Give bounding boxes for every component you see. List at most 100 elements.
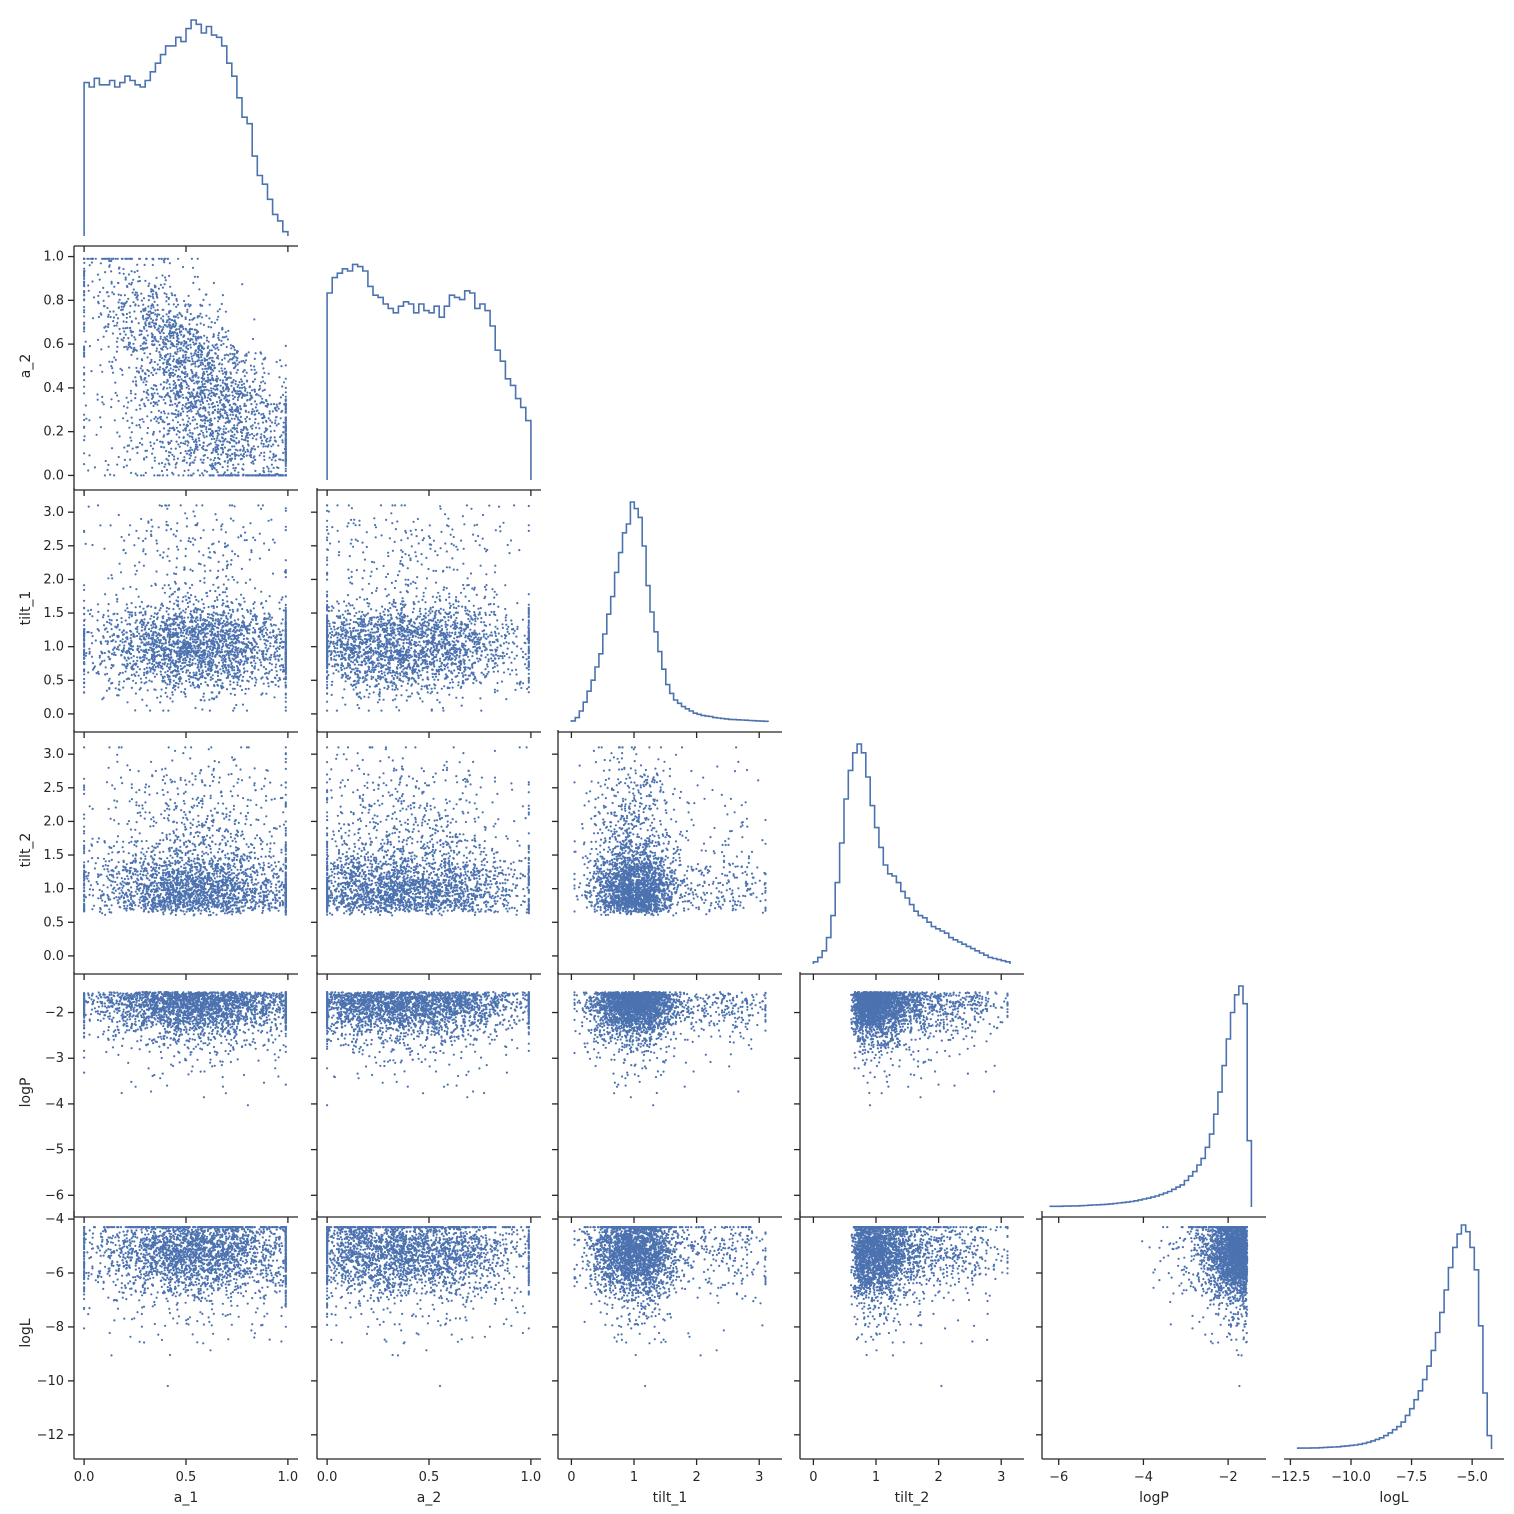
scatter-point bbox=[161, 319, 165, 322]
scatter-point bbox=[131, 447, 134, 450]
scatter-point bbox=[124, 276, 127, 279]
scatter-point bbox=[142, 314, 145, 317]
scatter-point bbox=[110, 652, 114, 656]
scatter-point bbox=[119, 367, 122, 370]
scatter-point bbox=[239, 658, 242, 662]
scatter-point bbox=[253, 587, 257, 590]
scatter-point bbox=[83, 372, 86, 375]
scatter-point bbox=[180, 314, 183, 317]
scatter-point bbox=[120, 305, 123, 308]
scatter-point bbox=[189, 474, 192, 477]
scatter-point bbox=[232, 463, 235, 466]
scatter-point bbox=[83, 686, 86, 689]
scatter-point bbox=[171, 691, 174, 694]
scatter-point bbox=[189, 684, 192, 687]
scatter-point bbox=[196, 426, 199, 429]
scatter-point bbox=[284, 603, 287, 607]
scatter-point bbox=[142, 623, 145, 627]
scatter-point bbox=[153, 675, 156, 678]
scatter-point bbox=[171, 659, 174, 662]
scatter-point bbox=[128, 327, 132, 330]
scatter-point bbox=[188, 323, 191, 326]
scatter-point bbox=[141, 635, 144, 638]
scatter-point bbox=[260, 507, 263, 510]
scatter-point bbox=[200, 356, 203, 359]
scatter-point bbox=[173, 429, 176, 432]
scatter-point bbox=[188, 333, 191, 336]
scatter-point bbox=[138, 423, 141, 427]
scatter-point bbox=[198, 670, 201, 673]
scatter-point bbox=[206, 653, 209, 656]
scatter-point bbox=[163, 653, 166, 656]
scatter-point bbox=[203, 382, 206, 385]
scatter-point bbox=[240, 383, 243, 386]
scatter-point bbox=[99, 416, 102, 419]
scatter-point bbox=[203, 357, 206, 360]
scatter-point bbox=[166, 257, 169, 260]
scatter-point bbox=[125, 312, 128, 316]
scatter-point bbox=[212, 583, 215, 586]
scatter-point bbox=[208, 652, 212, 655]
scatter-point bbox=[139, 344, 142, 347]
scatter-point bbox=[150, 397, 154, 400]
scatter-point bbox=[234, 646, 237, 649]
scatter-point bbox=[155, 542, 158, 545]
scatter-point bbox=[94, 639, 97, 642]
scatter-point bbox=[244, 426, 248, 429]
scatter-point bbox=[150, 317, 153, 320]
scatter-point bbox=[284, 395, 287, 398]
scatter-point bbox=[251, 437, 254, 440]
scatter-point bbox=[176, 522, 179, 525]
scatter-point bbox=[132, 632, 135, 635]
scatter-point bbox=[166, 325, 169, 328]
scatter-point bbox=[134, 621, 137, 624]
scatter-point bbox=[251, 631, 254, 634]
scatter-point bbox=[194, 647, 197, 650]
scatter-point bbox=[90, 261, 94, 264]
scatter-point bbox=[235, 392, 238, 395]
scatter-point bbox=[164, 276, 167, 279]
scatter-point bbox=[128, 342, 131, 345]
scatter-point bbox=[186, 308, 189, 311]
scatter-point bbox=[160, 673, 163, 676]
scatter-point bbox=[246, 670, 249, 673]
scatter-point bbox=[179, 621, 182, 624]
scatter-point bbox=[191, 663, 194, 666]
scatter-point bbox=[199, 656, 202, 660]
scatter-point bbox=[254, 426, 258, 429]
scatter-point bbox=[145, 380, 148, 383]
scatter-point bbox=[246, 380, 249, 383]
scatter-point bbox=[109, 635, 112, 638]
scatter-point bbox=[166, 353, 169, 356]
scatter-point bbox=[165, 363, 169, 366]
scatter-point bbox=[250, 412, 253, 415]
scatter-point bbox=[210, 371, 213, 374]
scatter-point bbox=[281, 618, 284, 621]
scatter-point bbox=[207, 352, 210, 355]
scatter-point bbox=[152, 642, 155, 645]
scatter-point bbox=[96, 393, 99, 396]
scatter-point bbox=[225, 427, 228, 430]
scatter-point bbox=[225, 335, 228, 338]
scatter-point bbox=[110, 398, 113, 401]
scatter-point bbox=[119, 671, 122, 675]
scatter-point bbox=[201, 504, 204, 507]
scatter-point bbox=[229, 666, 232, 669]
scatter-point bbox=[201, 361, 204, 365]
scatter-point bbox=[263, 431, 266, 434]
scatter-point bbox=[252, 462, 255, 465]
scatter-point bbox=[241, 429, 244, 432]
scatter-point bbox=[172, 379, 175, 383]
scatter-point bbox=[241, 620, 244, 623]
scatter-point bbox=[242, 675, 245, 678]
scatter-point bbox=[217, 348, 220, 351]
scatter-point bbox=[148, 679, 151, 682]
scatter-point bbox=[83, 584, 86, 587]
scatter-point bbox=[110, 365, 113, 368]
scatter-point bbox=[177, 474, 180, 477]
scatter-point bbox=[218, 654, 221, 657]
scatter-point bbox=[167, 504, 171, 507]
scatter-point bbox=[274, 666, 277, 669]
scatter-point bbox=[214, 352, 217, 355]
scatter-point bbox=[229, 683, 232, 686]
